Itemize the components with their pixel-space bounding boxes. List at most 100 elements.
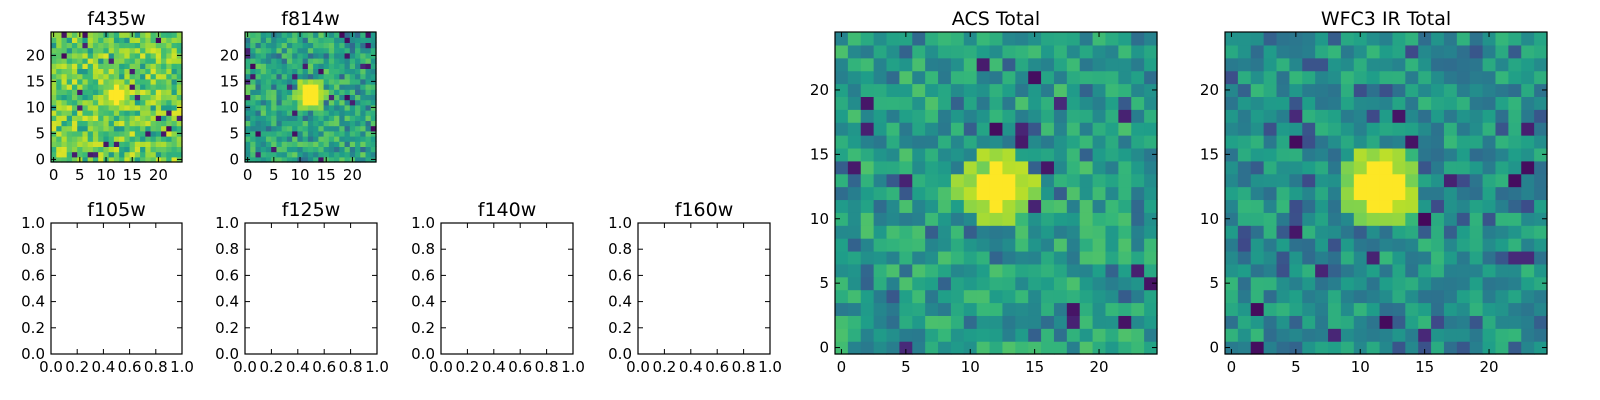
heatmap-cell [860, 173, 875, 188]
heatmap-cell [370, 84, 377, 90]
y-tick-label: 0.4 [411, 293, 435, 311]
heatmap-cell [334, 110, 340, 116]
heatmap-cell [66, 120, 73, 127]
heatmap-cell [171, 146, 178, 153]
heatmap-cell [1443, 250, 1458, 265]
heatmap-cell [365, 146, 372, 153]
heatmap-cell [1482, 32, 1497, 46]
heatmap-cell [334, 84, 340, 90]
heatmap-cell [92, 125, 99, 132]
heatmap-cell [307, 120, 314, 127]
heatmap-cell [1028, 238, 1042, 252]
heatmap-cell [1534, 289, 1548, 304]
heatmap-cell [134, 156, 141, 163]
heatmap-cell [166, 68, 173, 75]
heatmap-cell [1366, 109, 1381, 123]
heatmap-cell [1392, 173, 1406, 188]
heatmap-cell [1105, 135, 1119, 149]
heatmap-cell [1431, 328, 1445, 342]
heatmap-cell [276, 58, 283, 64]
heatmap-cell [938, 57, 952, 72]
heatmap-cell [360, 47, 367, 54]
heatmap-cell [87, 151, 94, 158]
heatmap-cell [286, 120, 293, 127]
heatmap-cell [255, 42, 262, 49]
heatmap-cell [119, 104, 125, 111]
heatmap-cell [260, 63, 267, 69]
heatmap-cell [82, 110, 89, 116]
heatmap-cell [134, 47, 141, 54]
heatmap-cell [1405, 276, 1419, 291]
heatmap-cell [1002, 44, 1016, 59]
heatmap-cell [176, 37, 183, 43]
heatmap-cell [271, 115, 278, 121]
heatmap-cell [271, 84, 278, 90]
heatmap-cell [1066, 186, 1081, 201]
heatmap-cell [265, 125, 272, 132]
heatmap-cell [161, 78, 167, 85]
heatmap-cell [1225, 263, 1239, 278]
heatmap-cell [297, 58, 304, 64]
heatmap-cell [119, 125, 125, 132]
heatmap-cell [1276, 302, 1290, 316]
heatmap-cell [176, 32, 183, 38]
heatmap-cell [847, 199, 862, 213]
heatmap-cell [307, 52, 314, 59]
heatmap-cell [134, 89, 141, 95]
heatmap-cell [1534, 276, 1548, 291]
panel-title: f435w [87, 8, 146, 30]
heatmap-cell [1534, 263, 1548, 278]
heatmap-cell [835, 70, 849, 85]
heatmap-cell [108, 52, 115, 59]
heatmap-cell [1015, 315, 1029, 329]
heatmap-cell [1521, 250, 1535, 265]
heatmap-cell [260, 120, 267, 127]
heatmap-cell [318, 73, 325, 80]
heatmap-cell [1118, 341, 1132, 355]
heatmap-cell [161, 130, 167, 137]
heatmap-cell [297, 37, 304, 43]
heatmap-cell [370, 115, 377, 121]
heatmap-cell [1250, 173, 1265, 188]
heatmap-cell [265, 47, 272, 54]
heatmap-cell [1066, 238, 1081, 252]
heatmap-cell [873, 122, 888, 136]
heatmap-cell [1315, 160, 1329, 175]
heatmap-cell [108, 78, 115, 85]
heatmap-cell [245, 37, 251, 43]
heatmap-cell [77, 78, 84, 85]
heatmap-cell [1340, 186, 1355, 201]
heatmap-cell [950, 328, 965, 342]
heatmap-cell [1456, 328, 1471, 342]
y-tick-label: 20 [810, 81, 829, 99]
heatmap-cell [276, 104, 283, 111]
heatmap-cell [1002, 289, 1016, 304]
heatmap-cell [873, 44, 888, 59]
heatmap-cell [1443, 147, 1458, 162]
heatmap-cell [1534, 96, 1548, 110]
heatmap-cell [71, 32, 78, 38]
heatmap-cell [103, 52, 110, 59]
heatmap-cell [989, 32, 1004, 46]
heatmap-cell [976, 135, 991, 149]
heatmap-cell [1053, 199, 1068, 213]
heatmap-cell [938, 212, 952, 226]
heatmap-cell [1225, 328, 1239, 342]
heatmap-cell [82, 89, 89, 95]
heatmap-cell [1225, 160, 1239, 175]
heatmap-cell [82, 104, 89, 111]
heatmap-cell [150, 37, 157, 43]
heatmap-cell [1225, 212, 1239, 226]
heatmap-cell [260, 104, 267, 111]
heatmap-cell [344, 32, 351, 38]
heatmap-cell [245, 58, 251, 64]
heatmap-cell [334, 130, 340, 137]
heatmap-cell [339, 63, 346, 69]
heatmap-cell [1482, 263, 1497, 278]
heatmap-cell [161, 94, 167, 101]
heatmap-cell [292, 110, 298, 116]
heatmap-cell [92, 37, 99, 43]
heatmap-cell [103, 110, 110, 116]
heatmap-cell [82, 47, 89, 54]
heatmap-cell [1328, 199, 1342, 213]
